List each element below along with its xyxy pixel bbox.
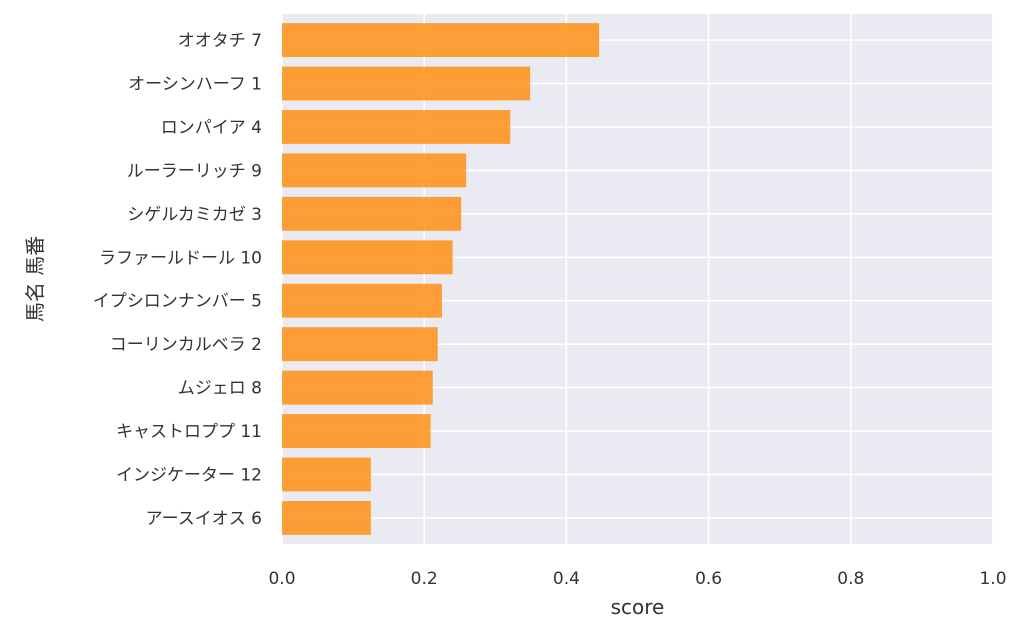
y-tick-label: キャストロププ 11 (116, 422, 262, 442)
y-tick-label: アースイオス 6 (146, 509, 262, 529)
bar (282, 283, 442, 318)
x-tick-label: 0.2 (411, 569, 438, 589)
x-tick-label: 0.8 (837, 569, 864, 589)
y-tick-label: オオタチ 7 (178, 31, 262, 51)
bar (282, 500, 371, 535)
y-tick-label: コーリンカルベラ 2 (110, 335, 262, 355)
y-axis-label: 馬名 馬番 (23, 236, 47, 322)
bar (282, 153, 467, 188)
y-tick-label: オーシンハーフ 1 (128, 75, 262, 95)
bar (282, 240, 453, 275)
y-tick-label: イプシロンナンバー 5 (93, 292, 262, 312)
bar (282, 196, 462, 231)
y-tick-label: シゲルカミカゼ 3 (127, 205, 262, 225)
x-tick-label: 1.0 (979, 569, 1006, 589)
bars (282, 23, 600, 535)
x-tick-label: 0.6 (695, 569, 722, 589)
bar (282, 66, 531, 101)
x-tick-labels: 0.0 0.2 0.4 0.6 0.8 1.0 (268, 569, 1006, 589)
x-tick-label: 0.0 (268, 569, 295, 589)
bar (282, 23, 600, 58)
y-tick-label: ムジェロ 8 (178, 379, 262, 399)
bar (282, 414, 431, 448)
x-tick-label: 0.4 (553, 569, 580, 589)
plot-background (282, 14, 993, 544)
y-tick-labels: オオタチ 7 オーシンハーフ 1 ロンパイア 4 ルーラーリッチ 9 シゲルカミカゼ 3… (93, 31, 262, 529)
bar (282, 110, 511, 144)
y-tick-label: ラファールドール 10 (99, 248, 262, 268)
y-tick-label: ロンパイア 4 (161, 118, 262, 138)
bar (282, 327, 438, 362)
y-tick-label: インジケーター 12 (116, 465, 262, 485)
bar (282, 370, 433, 405)
y-tick-label: ルーラーリッチ 9 (127, 161, 262, 181)
x-axis-label: score (611, 595, 665, 619)
bar (282, 457, 371, 492)
